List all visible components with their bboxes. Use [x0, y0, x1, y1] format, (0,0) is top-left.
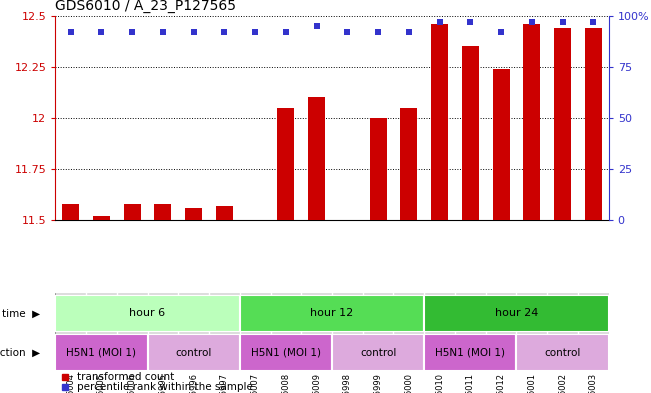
Bar: [431, 24, 448, 220]
Bar: [154, 204, 171, 220]
Bar: [277, 108, 294, 220]
Point: [373, 29, 383, 35]
Bar: [523, 24, 540, 220]
Point: [496, 29, 506, 35]
Text: hour 24: hour 24: [495, 309, 538, 318]
Text: time  ▶: time ▶: [2, 309, 40, 318]
Text: control: control: [544, 348, 581, 358]
Point: [66, 29, 76, 35]
Bar: [424, 295, 609, 332]
Text: H5N1 (MOI 1): H5N1 (MOI 1): [251, 348, 321, 358]
Text: hour 6: hour 6: [130, 309, 165, 318]
Bar: [240, 295, 424, 332]
Bar: [240, 334, 332, 371]
Text: GDS6010 / A_23_P127565: GDS6010 / A_23_P127565: [55, 0, 236, 13]
Text: control: control: [176, 348, 212, 358]
Bar: [93, 216, 110, 220]
Point: [342, 29, 353, 35]
Point: [557, 19, 568, 25]
Point: [311, 23, 322, 29]
Point: [250, 29, 260, 35]
Bar: [493, 69, 510, 220]
Text: H5N1 (MOI 1): H5N1 (MOI 1): [66, 348, 137, 358]
Bar: [148, 334, 240, 371]
Point: [404, 29, 414, 35]
Bar: [516, 334, 609, 371]
Bar: [124, 204, 141, 220]
Bar: [186, 208, 202, 220]
Bar: [332, 334, 424, 371]
Bar: [400, 108, 417, 220]
Point: [434, 19, 445, 25]
Point: [127, 29, 137, 35]
Bar: [55, 334, 148, 371]
Point: [158, 29, 168, 35]
Bar: [62, 204, 79, 220]
Bar: [55, 295, 240, 332]
Text: hour 12: hour 12: [311, 309, 353, 318]
Bar: [424, 334, 516, 371]
Text: transformed count: transformed count: [77, 372, 174, 382]
Point: [189, 29, 199, 35]
Bar: [554, 28, 571, 220]
Text: percentile rank within the sample: percentile rank within the sample: [77, 382, 253, 391]
Text: infection  ▶: infection ▶: [0, 348, 40, 358]
Bar: [370, 118, 387, 220]
Bar: [216, 206, 233, 220]
Text: H5N1 (MOI 1): H5N1 (MOI 1): [436, 348, 505, 358]
Point: [588, 19, 598, 25]
Point: [465, 19, 475, 25]
Bar: [585, 28, 602, 220]
Point: [281, 29, 291, 35]
Bar: [308, 97, 325, 220]
Point: [96, 29, 107, 35]
Text: control: control: [360, 348, 396, 358]
Bar: [462, 46, 478, 220]
Point: [219, 29, 230, 35]
Point: [527, 19, 537, 25]
